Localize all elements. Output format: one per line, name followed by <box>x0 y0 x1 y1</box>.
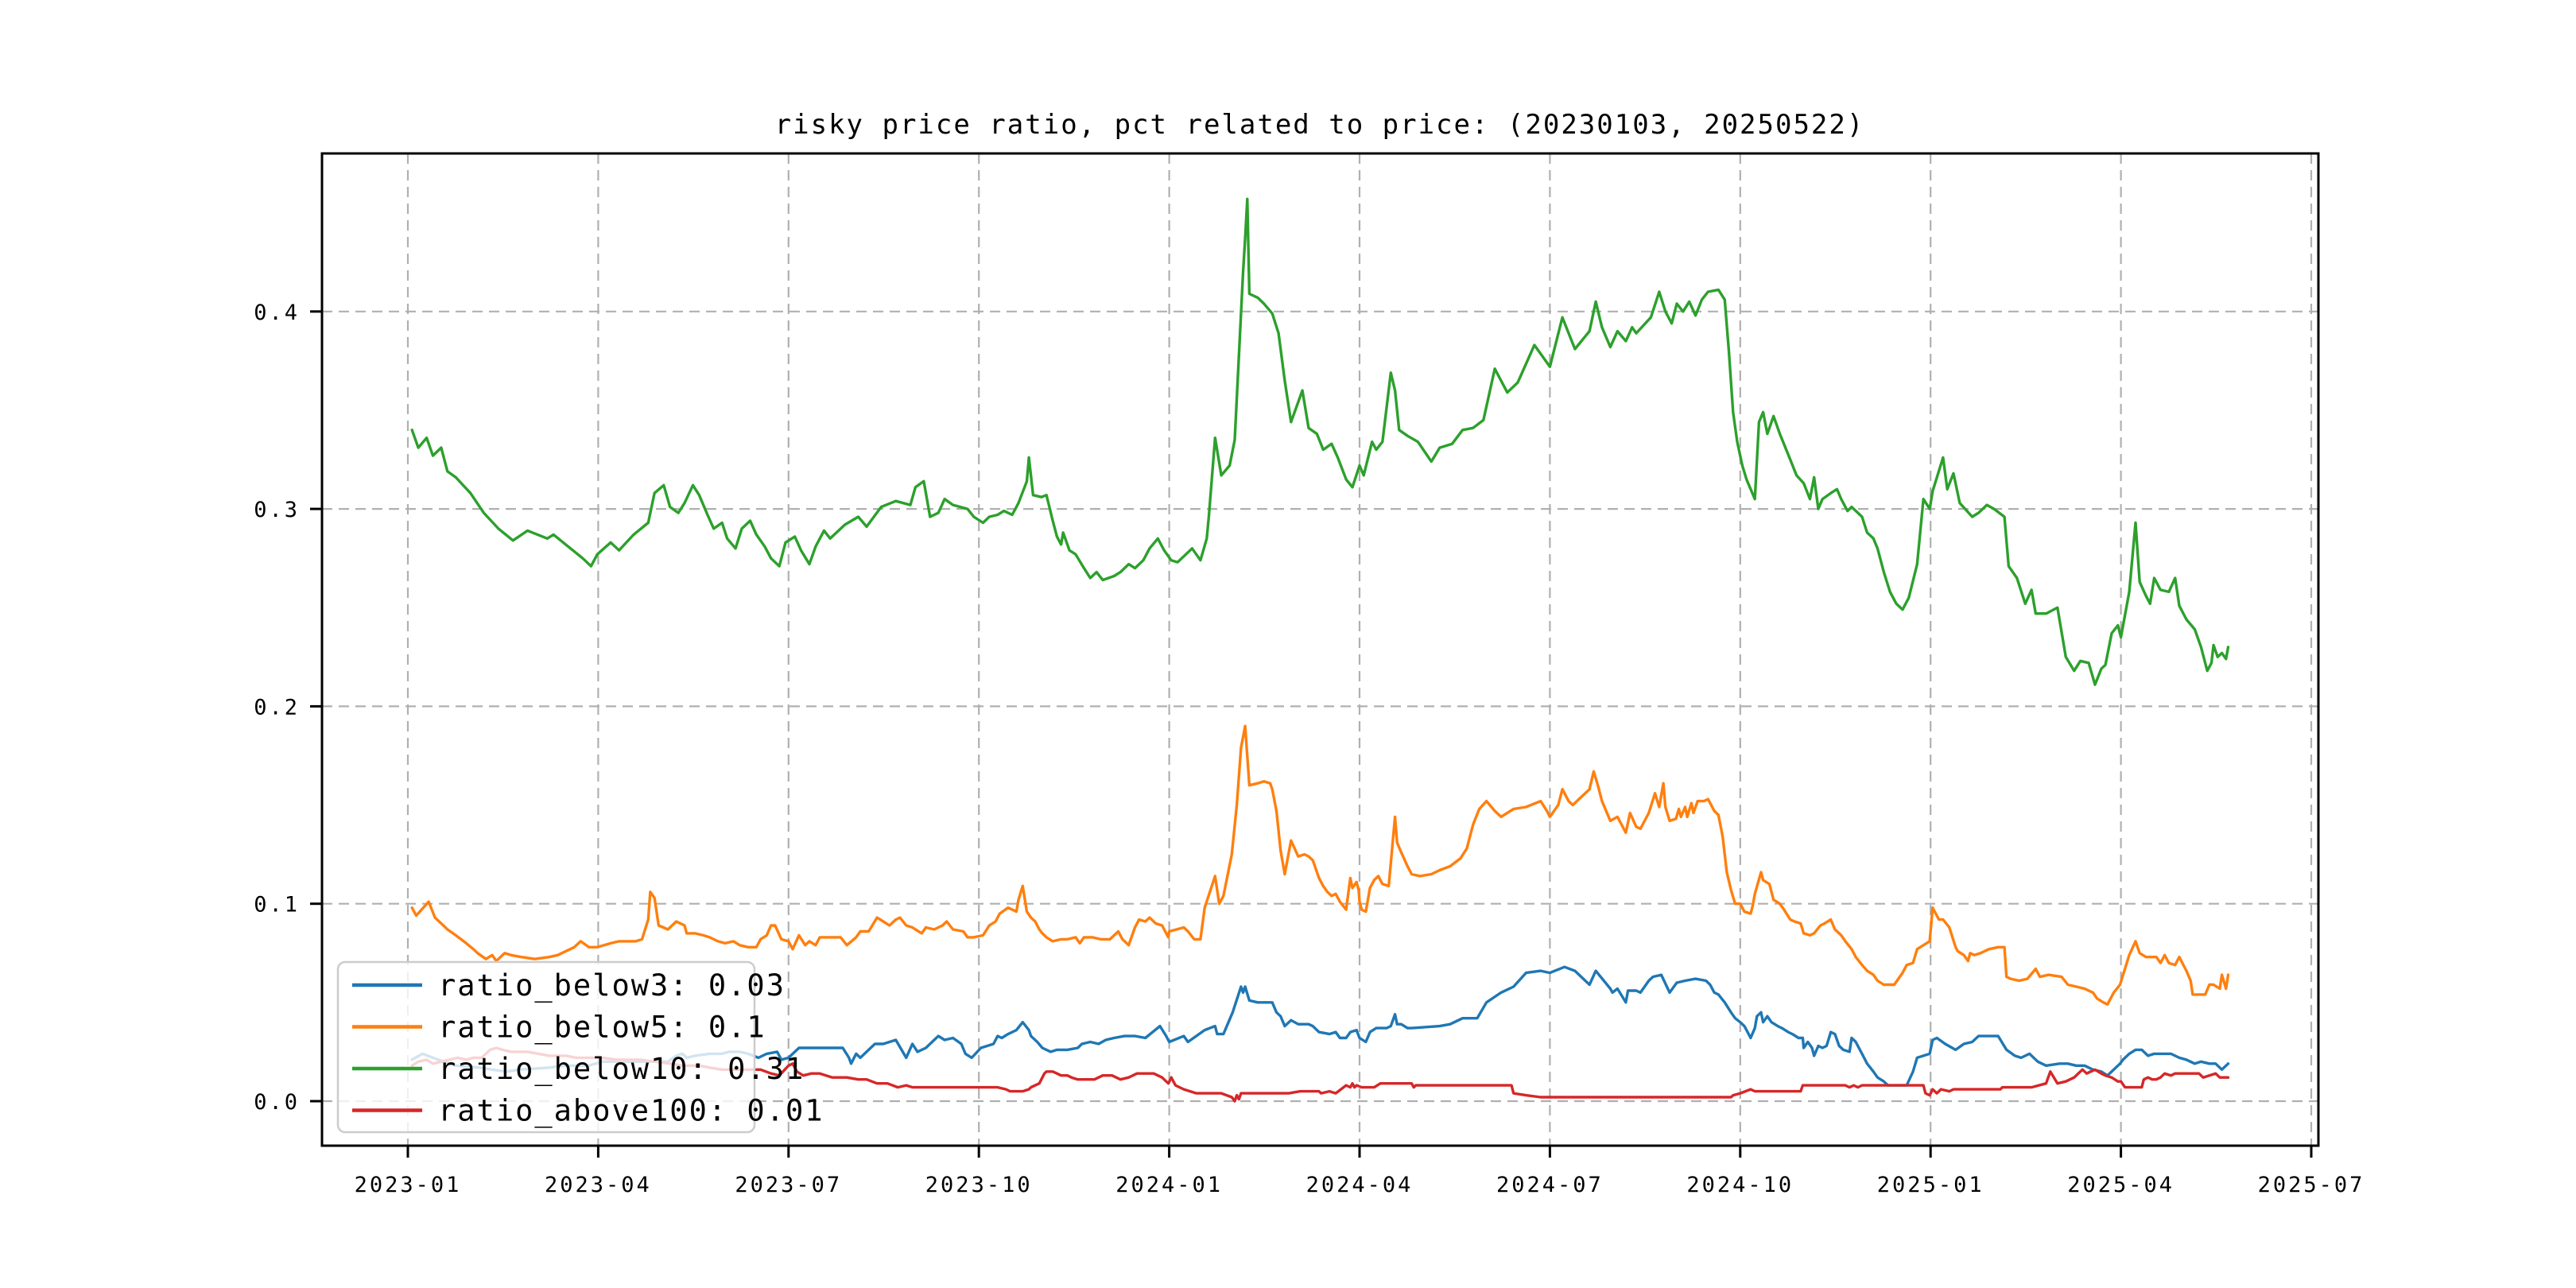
chart-title: risky price ratio, pct related to price:… <box>775 109 1865 141</box>
x-tick-label-2023-04: 2023-04 <box>545 1173 652 1197</box>
series-line-ratio_below10 <box>410 197 2230 686</box>
legend-item-ratio_below10[interactable]: ratio_below10: 0.31 <box>352 1052 805 1087</box>
series-line-ratio_above100 <box>410 1046 2230 1103</box>
y-tick-label-0.4: 0.4 <box>254 301 300 325</box>
legend[interactable]: ratio_below3: 0.03 ratio_below5: 0.1 ratio… <box>336 960 824 1134</box>
x-tick-label-2025-04: 2025-04 <box>2067 1173 2174 1197</box>
y-tick-label-0.0: 0.0 <box>254 1090 300 1115</box>
x-tick-label-2024-04: 2024-04 <box>1306 1173 1414 1197</box>
legend-label-ratio_above100: ratio_above100: 0.01 <box>438 1094 824 1129</box>
legend-item-ratio_below5[interactable]: ratio_below5: 0.1 <box>352 1011 766 1046</box>
legend-item-ratio_below3[interactable]: ratio_below3: 0.03 <box>352 968 786 1003</box>
x-axis-tick-labels: 2023-01 2023-04 2023-07 2023-10 2024-01 2024-… <box>355 1173 2365 1197</box>
x-tick-label-2025-07: 2025-07 <box>2258 1173 2365 1197</box>
legend-box <box>336 960 756 1134</box>
legend-label-ratio_below10: ratio_below10: 0.31 <box>438 1052 805 1087</box>
data-series <box>410 197 2230 1103</box>
y-tick-label-0.2: 0.2 <box>254 695 300 720</box>
legend-label-ratio_below3: ratio_below3: 0.03 <box>438 968 786 1003</box>
legend-label-ratio_below5: ratio_below5: 0.1 <box>438 1011 766 1046</box>
y-tick-label-0.3: 0.3 <box>254 498 300 522</box>
x-tick-label-2023-10: 2023-10 <box>925 1173 1033 1197</box>
x-tick-label-2025-01: 2025-01 <box>1877 1173 1984 1197</box>
series-line-ratio_below3 <box>410 965 2230 1087</box>
series-line-ratio_below5 <box>410 724 2230 1007</box>
x-tick-label-2024-10: 2024-10 <box>1686 1173 1794 1197</box>
x-tick-label-2023-01: 2023-01 <box>355 1173 462 1197</box>
y-tick-label-0.1: 0.1 <box>254 893 300 918</box>
axis-ticks <box>310 310 2313 1158</box>
x-tick-label-2023-07: 2023-07 <box>735 1173 842 1197</box>
x-tick-label-2024-07: 2024-07 <box>1496 1173 1604 1197</box>
x-tick-label-2024-01: 2024-01 <box>1115 1173 1223 1197</box>
legend-item-ratio_above100[interactable]: ratio_above100: 0.01 <box>352 1094 824 1129</box>
y-axis-tick-labels: 0.0 0.1 0.2 0.3 0.4 <box>254 301 300 1115</box>
plot-border <box>320 152 2320 1147</box>
